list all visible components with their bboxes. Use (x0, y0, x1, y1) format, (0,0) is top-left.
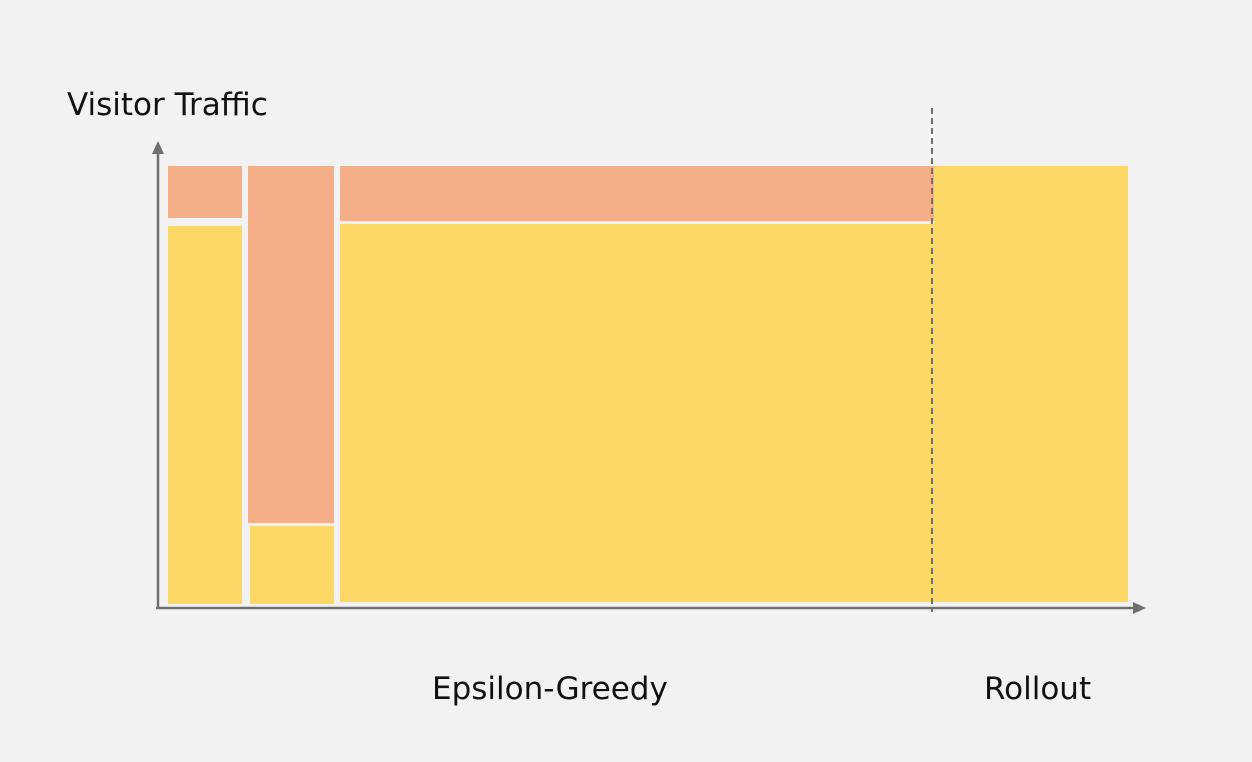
explore-block-1-yellow (168, 226, 242, 604)
phase-label-rollout: Rollout (984, 671, 1092, 707)
y-axis-arrow (152, 141, 164, 154)
explore-block-2-yellow (250, 526, 334, 604)
y-axis-title: Visitor Traffic (67, 87, 268, 123)
exploit-block-yellow (340, 224, 934, 602)
x-axis-arrow (1133, 602, 1146, 614)
exploit-block-orange (340, 166, 934, 221)
explore-block-1-orange (168, 166, 242, 218)
phase-label-epsilon-greedy: Epsilon-Greedy (432, 671, 668, 707)
rollout-block-yellow (934, 166, 1128, 602)
explore-block-2-orange (248, 166, 334, 523)
